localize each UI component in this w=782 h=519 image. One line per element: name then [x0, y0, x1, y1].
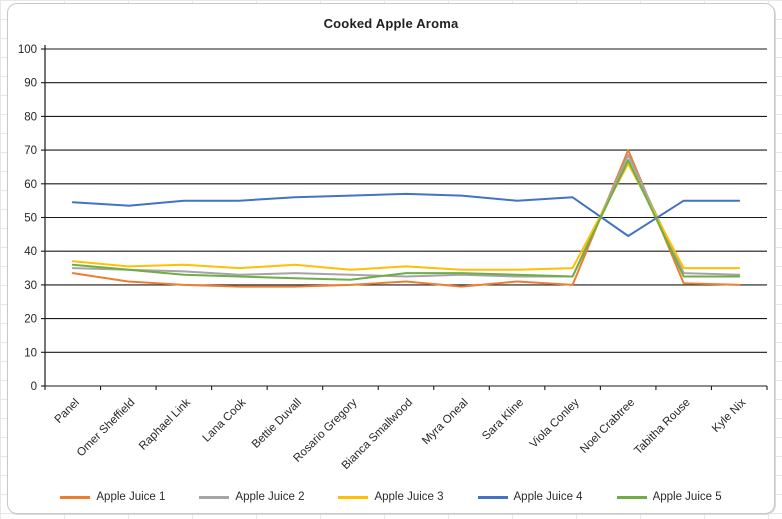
y-tick-label: 10	[24, 347, 37, 359]
chart-card[interactable]: Cooked Apple Aroma 0 10 20 30 40 50 60 70 80 90 10…	[7, 3, 775, 514]
legend-item-apple-juice-2: Apple Juice 2	[199, 491, 304, 503]
chart-title: Cooked Apple Aroma	[323, 16, 459, 31]
legend-item-apple-juice-4: Apple Juice 4	[477, 491, 583, 503]
y-tick-label: 60	[24, 179, 37, 191]
x-category-label: Bettie Duvall	[250, 397, 304, 451]
legend-swatch-line	[338, 495, 369, 499]
x-category-label: Omer Sheffield	[75, 397, 138, 460]
y-tick-label: 40	[24, 246, 37, 258]
y-tick-label: 0	[31, 381, 37, 393]
x-category-label: Viola Conley	[528, 396, 582, 450]
x-category-label: Raphael Link	[137, 396, 193, 452]
legend-label: Apple Juice 5	[652, 491, 722, 503]
x-category-label: Tabitha Rouse	[632, 397, 692, 457]
y-tick-label: 90	[24, 78, 37, 90]
legend-label: Apple Juice 1	[96, 491, 166, 503]
y-tick-label: 80	[24, 111, 37, 123]
x-category-label: Kyle Nix	[710, 396, 748, 434]
y-tick-label: 100	[18, 44, 37, 56]
legend-item-apple-juice-3: Apple Juice 3	[338, 491, 444, 503]
x-category-label: Lana Cook	[201, 396, 249, 444]
legend-label: Apple Juice 3	[374, 491, 444, 503]
legend-label: Apple Juice 2	[235, 491, 305, 503]
series-line-apple-juice-5	[71, 159, 741, 281]
legend-swatch-line	[616, 495, 647, 499]
y-tick-label: 30	[24, 280, 37, 292]
x-category-label: Myra Oneal	[420, 397, 471, 448]
x-category-label: Noel Crabtree	[578, 397, 637, 456]
series-line-apple-juice-2	[71, 154, 741, 278]
series-line-apple-juice-3	[71, 162, 741, 271]
y-tick-label: 20	[24, 314, 37, 326]
legend-item-apple-juice-5: Apple Juice 5	[616, 491, 722, 503]
legend-item-apple-juice-1: Apple Juice 1	[60, 491, 165, 503]
series-line-apple-juice-4	[71, 192, 741, 237]
legend-label: Apple Juice 4	[513, 491, 583, 503]
y-tick-label: 50	[24, 213, 37, 225]
y-tick-label: 70	[24, 145, 37, 157]
legend-swatch-line	[60, 495, 91, 499]
legend-swatch-line	[199, 495, 230, 499]
chart-legend: Apple Juice 1 Apple Juice 2 Apple Juice 3 A…	[8, 491, 774, 503]
legend-swatch-line	[477, 495, 508, 499]
x-category-label: Panel	[53, 397, 82, 426]
series-line-apple-juice-1	[71, 149, 741, 288]
x-category-label: Sara Kline	[480, 397, 526, 443]
